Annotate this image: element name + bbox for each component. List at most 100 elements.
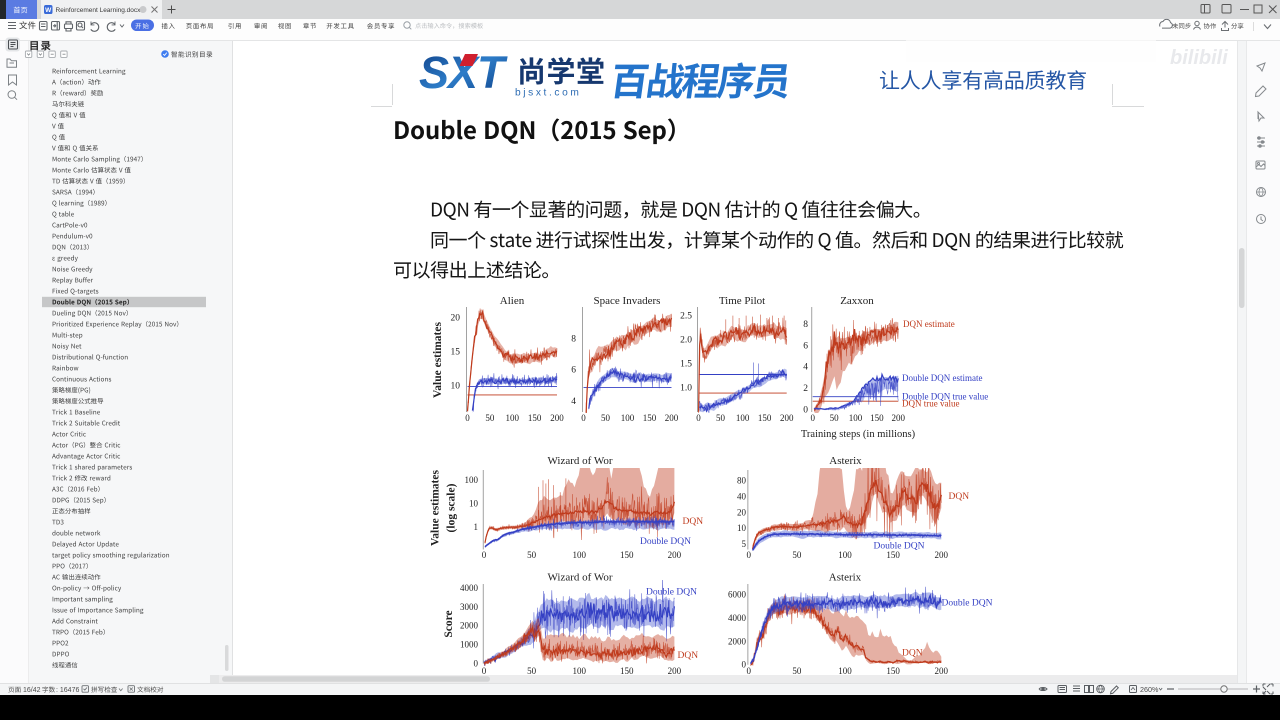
svg-text:100: 100 [849, 413, 863, 423]
svg-text:4: 4 [803, 363, 808, 373]
svg-text:4: 4 [571, 397, 576, 407]
svg-text:1: 1 [474, 522, 479, 532]
svg-text:8: 8 [571, 334, 576, 344]
svg-text:0: 0 [746, 550, 751, 560]
svg-text:bjsxt.com: bjsxt.com [515, 88, 581, 99]
svg-text:150: 150 [643, 413, 657, 423]
svg-text:6: 6 [803, 341, 808, 351]
svg-text:Double DQN: Double DQN [640, 537, 691, 547]
svg-text:Wizard of Wor: Wizard of Wor [547, 572, 612, 584]
svg-text:80: 80 [737, 476, 747, 486]
svg-text:: 16476: : 16476 [56, 687, 79, 694]
svg-text:200: 200 [935, 666, 949, 676]
svg-text:200: 200 [892, 413, 906, 423]
svg-text:0: 0 [742, 660, 747, 670]
svg-text:DQN: DQN [683, 517, 704, 527]
svg-text:100: 100 [838, 550, 852, 560]
svg-text:10: 10 [451, 381, 461, 391]
svg-text:0: 0 [474, 659, 479, 669]
svg-text:50: 50 [527, 666, 537, 676]
svg-text:1.5: 1.5 [680, 359, 692, 369]
svg-text:Double DQN estimate: Double DQN estimate [902, 373, 982, 383]
svg-text:DQN: DQN [902, 649, 923, 659]
svg-text:50: 50 [527, 550, 537, 560]
svg-text:150: 150 [528, 413, 542, 423]
svg-text:Double DQN: Double DQN [942, 599, 993, 609]
svg-text:0: 0 [746, 666, 751, 676]
svg-text:200: 200 [780, 413, 794, 423]
svg-text:16/42: 16/42 [23, 687, 41, 694]
svg-text:Double DQN: Double DQN [646, 588, 697, 598]
svg-text:40: 40 [737, 491, 747, 501]
svg-text:8: 8 [803, 320, 808, 330]
svg-text:0: 0 [482, 550, 487, 560]
svg-text:2000: 2000 [728, 636, 747, 646]
svg-text:150: 150 [886, 666, 900, 676]
svg-text:W: W [45, 7, 52, 14]
svg-text:Value estimates: Value estimates [430, 470, 442, 546]
svg-text:200: 200 [665, 413, 679, 423]
svg-text:6: 6 [571, 366, 576, 376]
svg-text:4000: 4000 [728, 613, 747, 623]
svg-text:50: 50 [792, 666, 802, 676]
svg-text:100: 100 [736, 413, 750, 423]
svg-text:Reinforcement Learning.docx: Reinforcement Learning.docx [56, 7, 142, 14]
svg-text:150: 150 [870, 413, 884, 423]
svg-text:200: 200 [668, 666, 682, 676]
svg-text:0: 0 [482, 666, 487, 676]
svg-text:bilibili: bilibili [1170, 47, 1228, 69]
svg-text:0: 0 [581, 413, 586, 423]
svg-text:200: 200 [935, 550, 949, 560]
svg-text:150: 150 [758, 413, 772, 423]
svg-text:Double DQN: Double DQN [874, 542, 925, 552]
svg-text:1.0: 1.0 [680, 383, 692, 393]
svg-text:2: 2 [803, 384, 808, 394]
svg-text:50: 50 [830, 413, 840, 423]
svg-text:SXT: SXT [419, 47, 508, 98]
svg-text:DQN true value: DQN true value [902, 399, 959, 409]
svg-text:Asterix: Asterix [829, 572, 862, 584]
svg-text:Time Pilot: Time Pilot [719, 295, 765, 307]
svg-text:15: 15 [451, 347, 461, 357]
svg-text:50: 50 [601, 413, 611, 423]
svg-text:Training steps (in millions): Training steps (in millions) [801, 429, 916, 440]
svg-text:2.0: 2.0 [680, 336, 692, 346]
svg-text:150: 150 [886, 550, 900, 560]
svg-text:DQN: DQN [678, 651, 699, 661]
svg-text:50: 50 [485, 413, 495, 423]
svg-text:Score: Score [443, 610, 455, 637]
svg-text:Value estimates: Value estimates [432, 322, 444, 398]
svg-text:4000: 4000 [460, 583, 479, 593]
svg-text:100: 100 [572, 550, 586, 560]
svg-text:2000: 2000 [460, 621, 479, 631]
svg-text:Wizard of Wor: Wizard of Wor [547, 455, 612, 467]
svg-text:50: 50 [716, 413, 726, 423]
svg-text:1000: 1000 [460, 640, 479, 650]
svg-text:20: 20 [451, 314, 461, 324]
svg-text:10: 10 [469, 499, 479, 509]
svg-text:3000: 3000 [460, 602, 479, 612]
svg-text:150: 150 [620, 550, 634, 560]
svg-text:Alien: Alien [500, 295, 525, 307]
svg-text:Zaxxon: Zaxxon [840, 295, 874, 307]
svg-text:(log scale): (log scale) [446, 483, 458, 532]
svg-text:0: 0 [465, 413, 470, 423]
svg-text:0: 0 [696, 413, 701, 423]
svg-text:2.5: 2.5 [680, 312, 692, 322]
svg-text:100: 100 [838, 666, 852, 676]
svg-text:10: 10 [737, 523, 747, 533]
svg-text:6000: 6000 [728, 590, 747, 600]
svg-text:200: 200 [668, 550, 682, 560]
svg-text:DQN: DQN [949, 492, 970, 502]
svg-text:DQN estimate: DQN estimate [903, 319, 955, 329]
svg-text:260%: 260% [1140, 685, 1159, 694]
svg-text:Space Invaders: Space Invaders [594, 295, 661, 307]
svg-text:150: 150 [620, 666, 634, 676]
svg-text:0: 0 [810, 413, 815, 423]
svg-text:100: 100 [621, 413, 635, 423]
svg-text:100: 100 [572, 666, 586, 676]
svg-text:100: 100 [506, 413, 520, 423]
svg-text:50: 50 [792, 550, 802, 560]
svg-text:Asterix: Asterix [829, 455, 862, 467]
svg-text:Double DQN true value: Double DQN true value [902, 392, 988, 402]
